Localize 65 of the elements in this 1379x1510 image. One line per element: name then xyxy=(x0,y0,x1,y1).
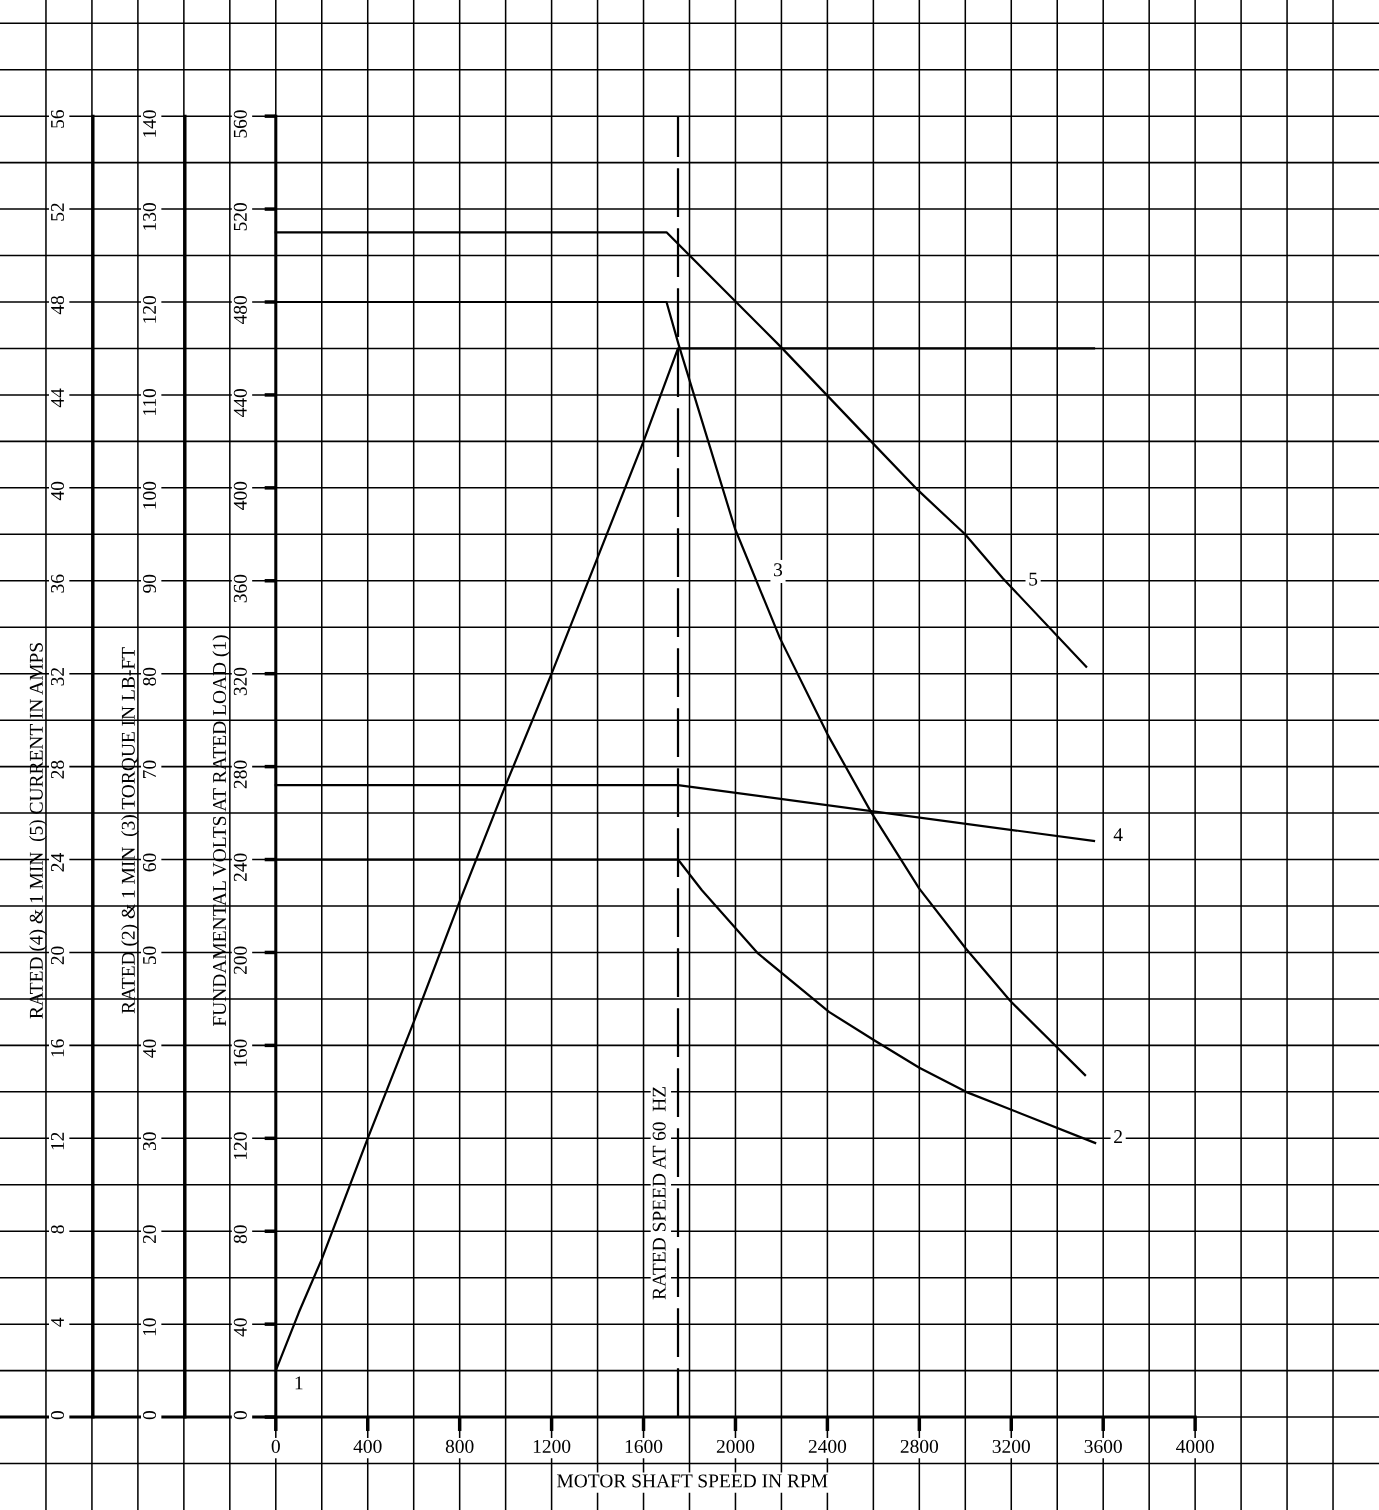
y3-tick-label: 0 xyxy=(50,1411,65,1420)
y2-tick-label: 30 xyxy=(142,1132,157,1151)
x-tick-label: 1600 xyxy=(625,1439,663,1453)
x-tick-label: 800 xyxy=(445,1439,474,1453)
y-tick-label: 520 xyxy=(233,203,247,231)
y2-axis-title: RATED (2) & 1 MIN (3) TORQUE IN LB-FT xyxy=(121,647,139,1014)
y2-tick-label: 0 xyxy=(142,1411,157,1420)
y3-tick-label: 28 xyxy=(50,760,65,779)
y-tick-label: 0 xyxy=(233,1411,247,1420)
x-tick-label: 2400 xyxy=(808,1439,847,1453)
y3-tick-label: 12 xyxy=(50,1132,64,1150)
y-tick-label: 360 xyxy=(233,574,247,603)
y3-tick-label: 16 xyxy=(50,1039,65,1057)
x-tick-label: 3200 xyxy=(992,1439,1030,1453)
y3-tick-label: 32 xyxy=(50,668,65,686)
y-tick-label: 40 xyxy=(233,1318,247,1337)
y3-tick-label: 40 xyxy=(50,481,65,501)
y2-tick-label: 40 xyxy=(142,1039,157,1058)
y2-tick-label: 10 xyxy=(142,1318,157,1336)
y2-tick-label: 50 xyxy=(142,946,157,965)
y-tick-label: 440 xyxy=(233,388,247,417)
y-tick-label: 160 xyxy=(233,1039,247,1067)
y-tick-label: 320 xyxy=(233,667,247,696)
x-tick-label: 4000 xyxy=(1176,1439,1214,1453)
y3-axis-title: RATED (4) & 1 MIN (5) CURRENT IN AMPS xyxy=(29,643,47,1019)
x-tick-label: 1200 xyxy=(533,1439,571,1453)
y3-tick-label: 52 xyxy=(50,203,65,221)
annotation: 1 xyxy=(295,1376,303,1390)
ref-line-label: RATED SPEED AT 60 HZ xyxy=(652,1086,666,1300)
y-tick-label: 240 xyxy=(233,853,247,882)
y3-tick-label: 24 xyxy=(50,853,64,872)
x-tick-label: 400 xyxy=(353,1439,382,1453)
y3-tick-label: 8 xyxy=(50,1225,65,1234)
y-tick-label: 80 xyxy=(233,1225,247,1244)
y3-tick-label: 4 xyxy=(51,1317,64,1327)
annotation: 3 xyxy=(774,563,783,577)
annotation: 5 xyxy=(1029,572,1038,586)
y2-tick-label: 80 xyxy=(142,667,157,686)
x-tick-label: 3600 xyxy=(1084,1439,1122,1453)
y2-tick-label: 70 xyxy=(142,760,157,779)
y2-tick-label: 120 xyxy=(142,296,157,323)
y2-tick-label: 90 xyxy=(142,574,157,593)
y2-tick-label: 140 xyxy=(142,110,157,137)
x-tick-label: 2000 xyxy=(716,1439,755,1453)
y-tick-label: 280 xyxy=(233,760,247,789)
y2-tick-label: 60 xyxy=(142,853,157,872)
y2-tick-label: 20 xyxy=(142,1225,157,1244)
x-tick-label: 0 xyxy=(271,1439,280,1453)
y2-tick-label: 100 xyxy=(142,481,157,509)
y-tick-label: 400 xyxy=(233,481,247,510)
annotation: 4 xyxy=(1113,828,1123,841)
y3-tick-label: 56 xyxy=(50,109,65,128)
y-tick-label: 560 xyxy=(233,110,247,138)
y3-tick-label: 48 xyxy=(50,296,65,315)
y3-tick-label: 36 xyxy=(50,574,65,593)
x-tick-label: 2800 xyxy=(900,1439,939,1453)
y2-tick-label: 130 xyxy=(142,203,157,230)
y3-tick-label: 44 xyxy=(51,388,64,408)
annotation: 2 xyxy=(1114,1130,1122,1143)
y3-tick-label: 20 xyxy=(50,946,65,965)
x-axis-title: MOTOR SHAFT SPEED IN RPM xyxy=(557,1474,828,1488)
y2-tick-label: 110 xyxy=(142,388,157,415)
y-tick-label: 480 xyxy=(233,296,247,325)
y-tick-label: 120 xyxy=(233,1132,247,1160)
y-tick-label: 200 xyxy=(233,946,247,975)
